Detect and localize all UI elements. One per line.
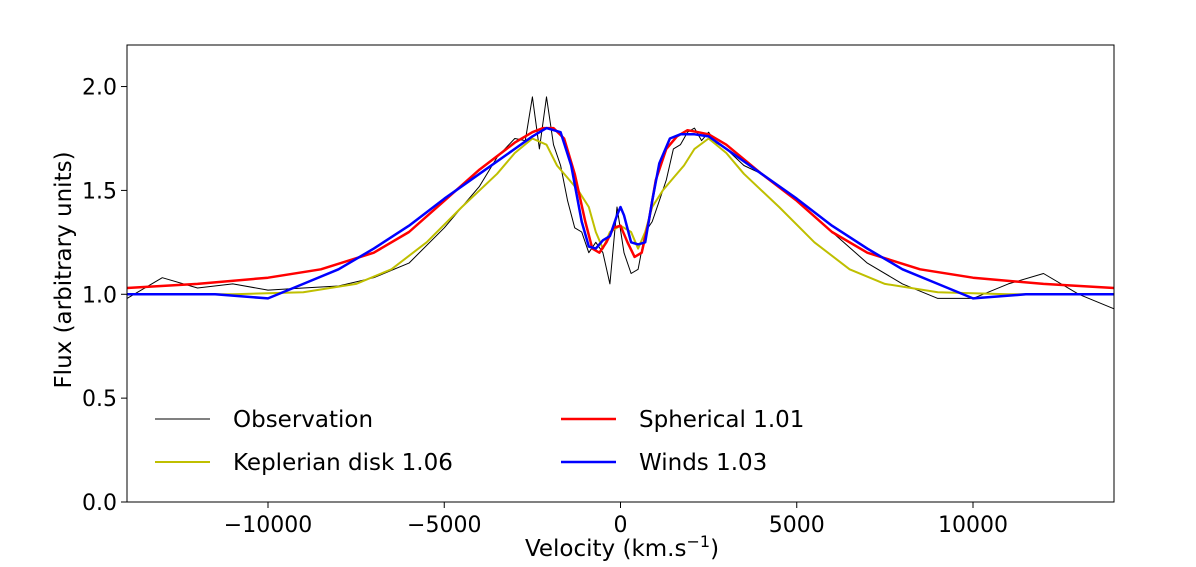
x-axis: −10000 −5000 0 5000 10000 [224,502,1008,538]
x-axis-label: Velocity (km.s−1) [525,532,719,562]
legend-label-spherical: Spherical 1.01 [639,407,804,433]
legend-label-winds: Winds 1.03 [639,450,767,476]
x-tick-label: 0 [614,513,628,538]
y-tick-label: 1.5 [82,179,117,204]
x-tick-label: 5000 [769,513,825,538]
y-axis-label: Flux (arbitrary units) [51,151,77,388]
y-tick-label: 0.0 [82,491,117,516]
y-axis: 0.0 0.5 1.0 1.5 2.0 [82,76,127,516]
legend: Observation Keplerian disk 1.06 Spherica… [155,407,804,476]
legend-label-keplerian: Keplerian disk 1.06 [233,450,453,476]
x-tick-label: 10000 [938,513,1008,538]
series-line-winds [127,126,1114,300]
plot-frame [126,44,1115,503]
x-tick-label: −5000 [407,513,481,538]
y-tick-label: 0.5 [82,387,117,412]
y-tick-label: 2.0 [82,76,117,101]
series-line-keplerian [127,137,1114,296]
y-tick-label: 1.0 [82,283,117,308]
x-tick-label: −10000 [224,513,312,538]
legend-label-observation: Observation [233,407,373,433]
plot-lines [126,96,1115,310]
